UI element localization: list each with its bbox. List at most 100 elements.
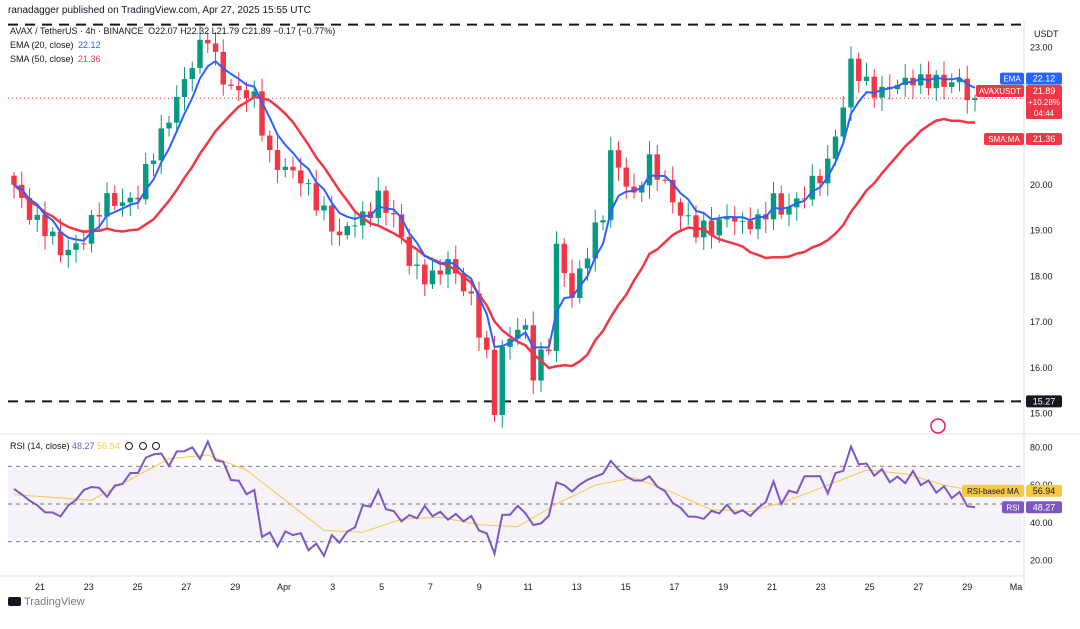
currency-label: USDT <box>1034 29 1059 39</box>
candle-body <box>398 214 405 237</box>
sma-tag-bg <box>984 133 1024 146</box>
change-pct-tag: +10.28% <box>1028 98 1060 107</box>
candle-body <box>321 205 327 211</box>
time-tick-label: 11 <box>523 582 532 592</box>
sma-tag-label: SMA:MA <box>988 135 1020 144</box>
candle-body <box>290 166 296 171</box>
candle-body <box>150 160 157 165</box>
publisher-caption: ranadagger published on TradingView.com,… <box>8 5 311 16</box>
rsi-price-tag: 48.27 <box>1033 502 1056 512</box>
candle-body <box>236 85 242 91</box>
symbol-label: AVAX / TetherUS · 4h · BINANCE <box>10 26 144 36</box>
sma-line[interactable] <box>13 95 975 370</box>
ema-line[interactable] <box>13 59 976 349</box>
ema-price-tag: 22.12 <box>1033 74 1056 84</box>
rsi-value: 48.27 <box>72 441 95 451</box>
candle-body <box>468 291 474 294</box>
candle-body <box>251 91 257 98</box>
sma-legend[interactable]: SMA (50, close) 21.36 <box>10 54 101 64</box>
candle-body <box>352 225 358 227</box>
time-tick-label: 21 <box>767 582 777 592</box>
candle-body <box>832 136 839 159</box>
candle-body <box>654 154 660 180</box>
time-tick-label: 25 <box>133 582 143 592</box>
candle-body <box>42 214 48 237</box>
candle-body <box>104 193 110 217</box>
indicator-circle-icon <box>138 442 147 450</box>
rsi-ma-tag-label: RSI-based MA <box>967 487 1020 496</box>
candle-body <box>65 249 71 256</box>
candle-body <box>786 207 792 215</box>
candle-body <box>918 74 924 86</box>
candle-body <box>127 197 133 203</box>
candle-body <box>522 325 529 330</box>
candle-body <box>414 264 420 266</box>
time-tick-label: 19 <box>718 582 728 592</box>
candle-body <box>57 231 64 256</box>
candle-body <box>716 219 722 236</box>
candle-body <box>212 43 219 52</box>
rsi-ma-value: 56.94 <box>97 441 120 451</box>
candle-body <box>879 86 885 98</box>
candle-body <box>305 183 312 185</box>
time-tick-label: 29 <box>962 582 972 592</box>
candle-body <box>770 193 777 220</box>
last-price-tag-bg <box>1026 84 1062 119</box>
symbol-legend: AVAX / TetherUS · 4h · BINANCE O22.07 H2… <box>10 26 335 36</box>
candle-body <box>282 166 288 170</box>
candle-body <box>670 179 676 203</box>
candle-body <box>964 78 970 101</box>
candle-body <box>569 273 575 298</box>
sma-label: SMA (50, close) <box>10 54 74 64</box>
candle-body <box>73 243 79 250</box>
candle-body <box>166 122 172 129</box>
candle-body <box>677 202 684 216</box>
candle-body <box>422 264 428 285</box>
indicator-circle-icon <box>125 442 134 450</box>
candle-body <box>81 243 87 245</box>
candle-body <box>809 175 815 200</box>
candle-body <box>546 349 552 352</box>
candle-body <box>50 231 56 237</box>
price-tick-label: 20.00 <box>1030 180 1053 190</box>
ohlc-values: O22.07 H22.32 L21.79 C21.89 −0.17 (−0.77… <box>148 26 336 36</box>
rsi-label: RSI (14, close) <box>10 441 70 451</box>
rsi-legend[interactable]: RSI (14, close) 48.27 56.94 <box>10 441 161 451</box>
ema-legend[interactable]: EMA (20, close) 22.12 <box>10 40 101 50</box>
candle-body <box>646 154 653 186</box>
candle-body <box>577 268 583 298</box>
price-tick-label: 17.00 <box>1030 317 1053 327</box>
ema-tag-bg <box>1000 72 1024 85</box>
candle-body <box>34 214 40 220</box>
candle-body <box>135 197 141 200</box>
level-price-tag: 15.27 <box>1033 396 1056 406</box>
candle-body <box>739 220 746 222</box>
candle-body <box>561 243 567 274</box>
candle-body <box>848 58 854 108</box>
candle-body <box>375 190 381 218</box>
symbol-tag-label: AVAXUSDT <box>979 87 1021 96</box>
time-tick-label: 9 <box>477 582 482 592</box>
candle-body <box>553 243 560 352</box>
alert-icon[interactable] <box>930 418 946 434</box>
tradingview-logo-icon <box>8 597 21 606</box>
candle-body <box>840 107 846 137</box>
candle-body <box>778 193 784 215</box>
rsi-price-tag-bg <box>1026 501 1062 514</box>
ema-tag-label: EMA <box>1003 75 1021 84</box>
rsi-line[interactable] <box>13 438 976 559</box>
candle-body <box>856 58 862 81</box>
time-tick-label: 17 <box>669 582 679 592</box>
time-tick-label: Ma <box>1010 582 1023 592</box>
price-tick-label: 15.00 <box>1030 409 1053 419</box>
candle-body <box>189 68 195 80</box>
candle-body <box>344 226 350 236</box>
candle-body <box>243 90 250 98</box>
candle-body <box>391 212 397 215</box>
time-tick-label: 23 <box>816 582 826 592</box>
ema-value: 22.12 <box>78 40 101 50</box>
sma-price-tag-bg <box>1026 133 1062 146</box>
candle-body <box>313 183 319 211</box>
candle-body <box>228 84 234 86</box>
time-tick-label: Apr <box>277 582 291 592</box>
